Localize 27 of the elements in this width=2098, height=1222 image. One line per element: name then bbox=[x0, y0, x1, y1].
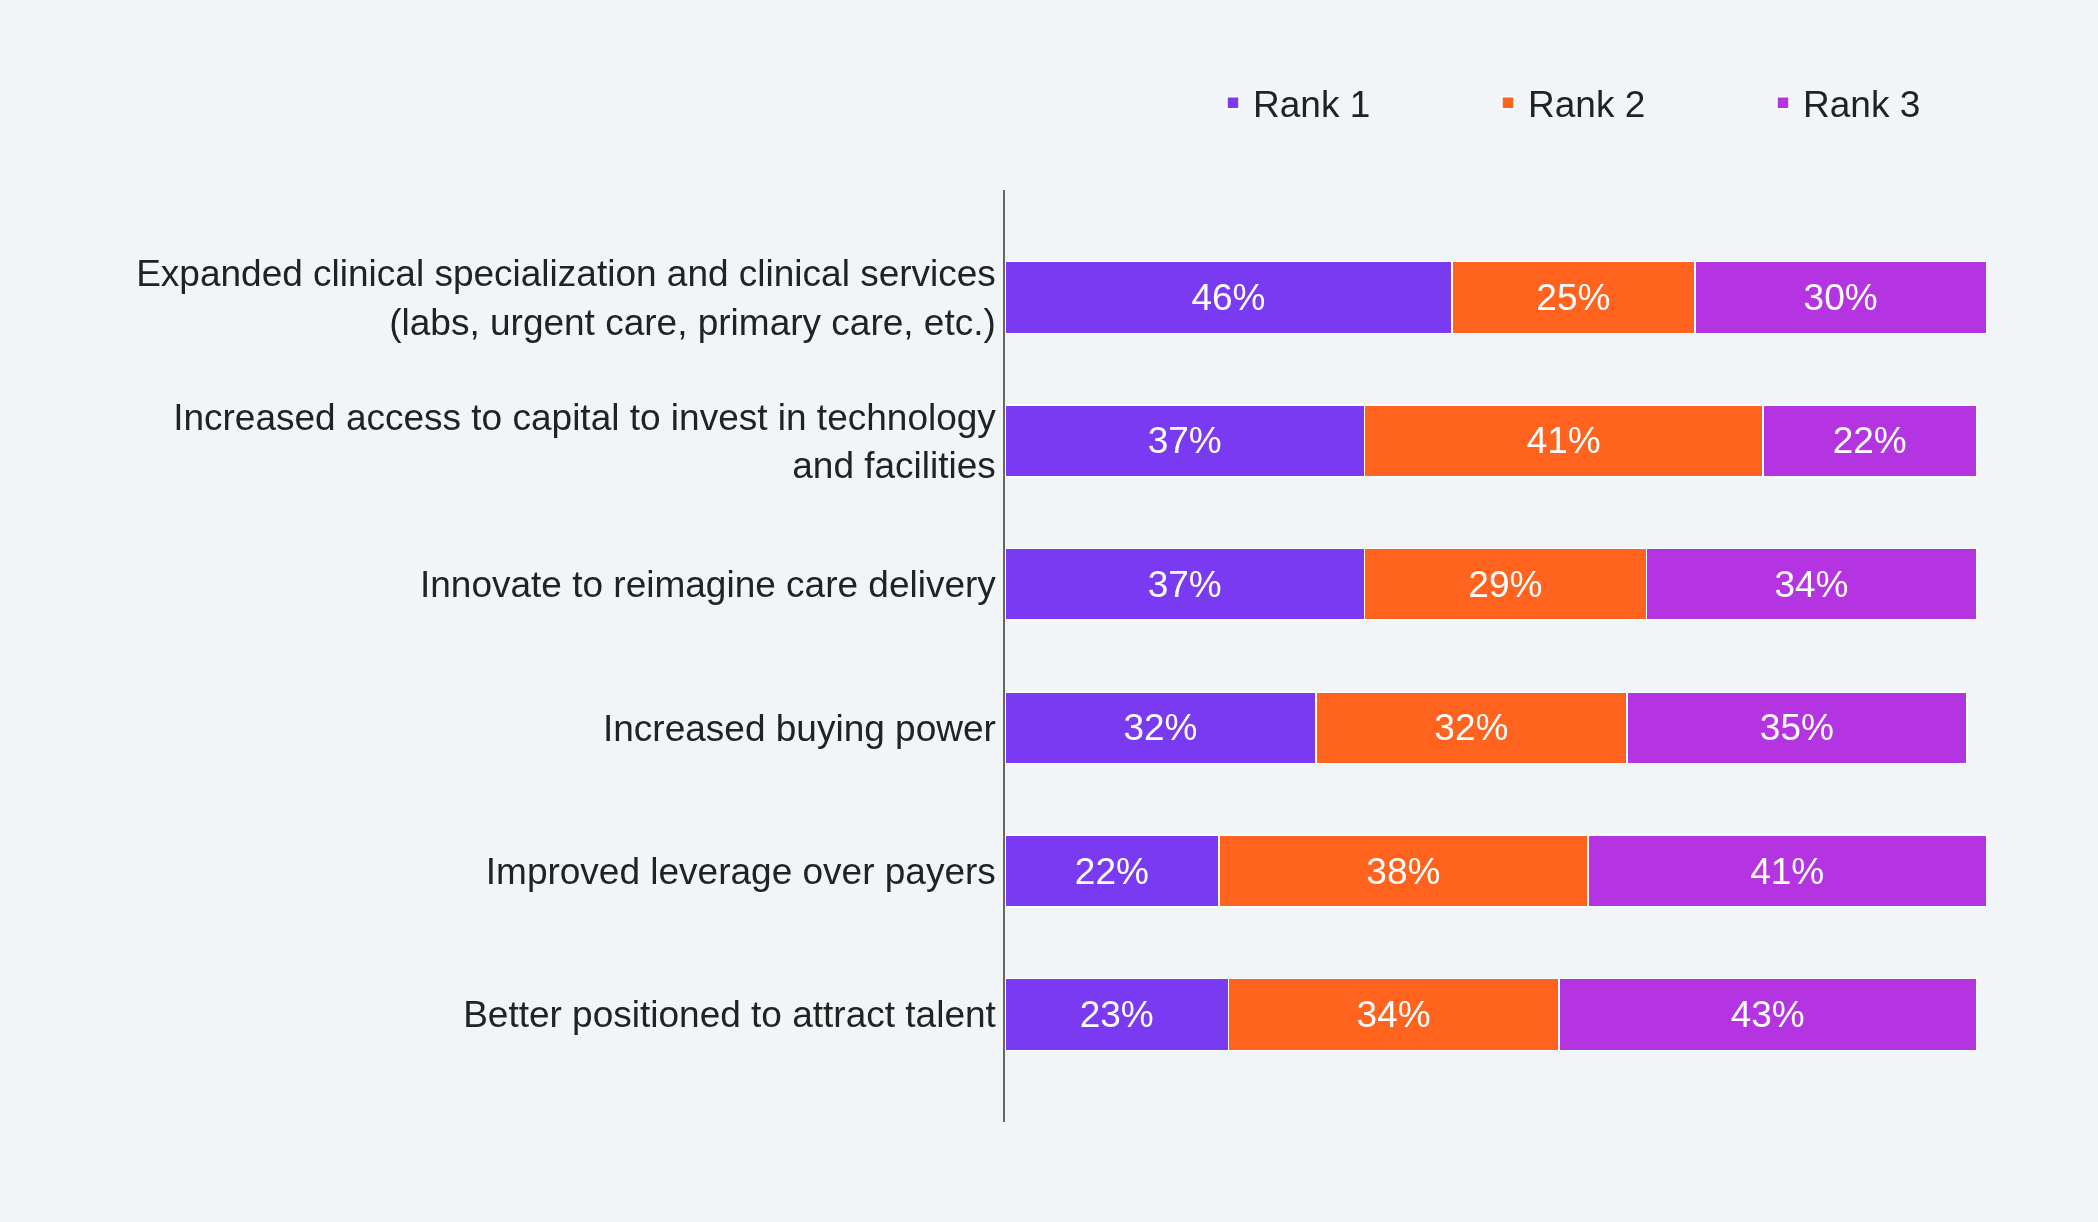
data-label: 25% bbox=[1536, 277, 1611, 319]
data-label: 41% bbox=[1526, 420, 1601, 462]
y-tick-label: Innovate to reimagine care delivery bbox=[419, 564, 997, 606]
data-label: 22% bbox=[1074, 850, 1149, 892]
data-label: 35% bbox=[1759, 707, 1834, 749]
data-label: 29% bbox=[1468, 563, 1543, 605]
y-tick-label: Better positioned to attract talent bbox=[463, 994, 997, 1036]
data-label: 46% bbox=[1191, 277, 1266, 319]
data-label: 38% bbox=[1366, 850, 1441, 892]
data-label: 34% bbox=[1774, 563, 1849, 605]
data-label: 22% bbox=[1832, 420, 1907, 462]
data-label: 23% bbox=[1079, 993, 1154, 1035]
data-label: 30% bbox=[1803, 277, 1878, 319]
y-tick-label: Increased buying power bbox=[602, 707, 996, 749]
data-label: 41% bbox=[1750, 850, 1825, 892]
y-tick-label: Increased access to capital to invest in technology and facilities bbox=[173, 396, 997, 486]
legend-label: Rank 3 bbox=[1803, 84, 1921, 126]
legend-label: Rank 1 bbox=[1253, 84, 1371, 126]
legend-label: Rank 2 bbox=[1528, 84, 1646, 126]
data-label: 37% bbox=[1147, 563, 1222, 605]
data-label: 37% bbox=[1147, 420, 1222, 462]
y-tick-label: Improved leverage over payers bbox=[485, 851, 996, 893]
y-tick-label: Expanded clinical specialization and clinical services (labs, urgent care, primary care, etc.) bbox=[136, 253, 996, 343]
data-label: 34% bbox=[1356, 993, 1431, 1035]
data-label: 32% bbox=[1123, 707, 1198, 749]
data-label: 32% bbox=[1434, 707, 1509, 749]
data-label: 43% bbox=[1730, 993, 1805, 1035]
